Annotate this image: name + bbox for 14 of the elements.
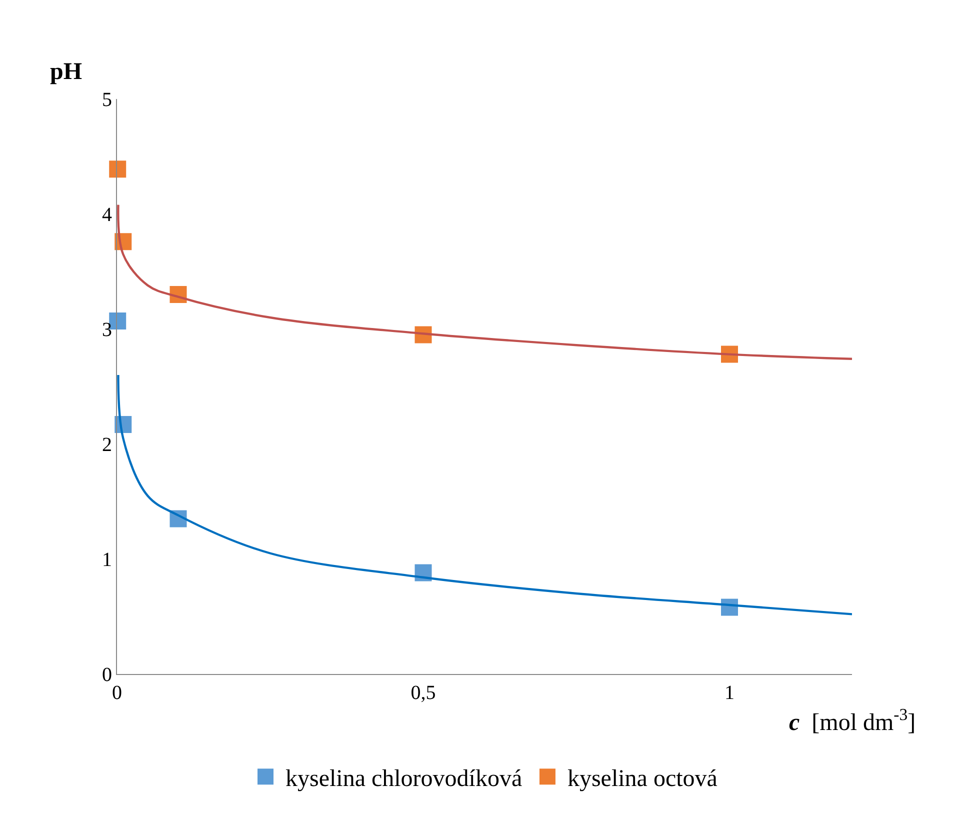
y-tick-label: 2 — [102, 434, 112, 456]
y-tick-label: 1 — [102, 549, 112, 571]
x-tick-label: 1 — [724, 682, 734, 704]
y-tick-label: 4 — [102, 204, 112, 226]
x-tick-label: 0,5 — [410, 682, 436, 704]
point — [109, 160, 126, 178]
legend-label: kyselina octová — [567, 766, 718, 792]
y-tick-label: 5 — [102, 89, 112, 111]
legend-label: kyselina chlorovodíková — [286, 766, 522, 792]
y-axis-title: pH — [50, 59, 82, 85]
y-tick-label: 0 — [102, 664, 112, 686]
line-series — [117, 374, 852, 616]
x-axis-title: c [mol dm$^{-3}$] — [789, 705, 916, 736]
y-tick-label: 3 — [102, 319, 112, 341]
